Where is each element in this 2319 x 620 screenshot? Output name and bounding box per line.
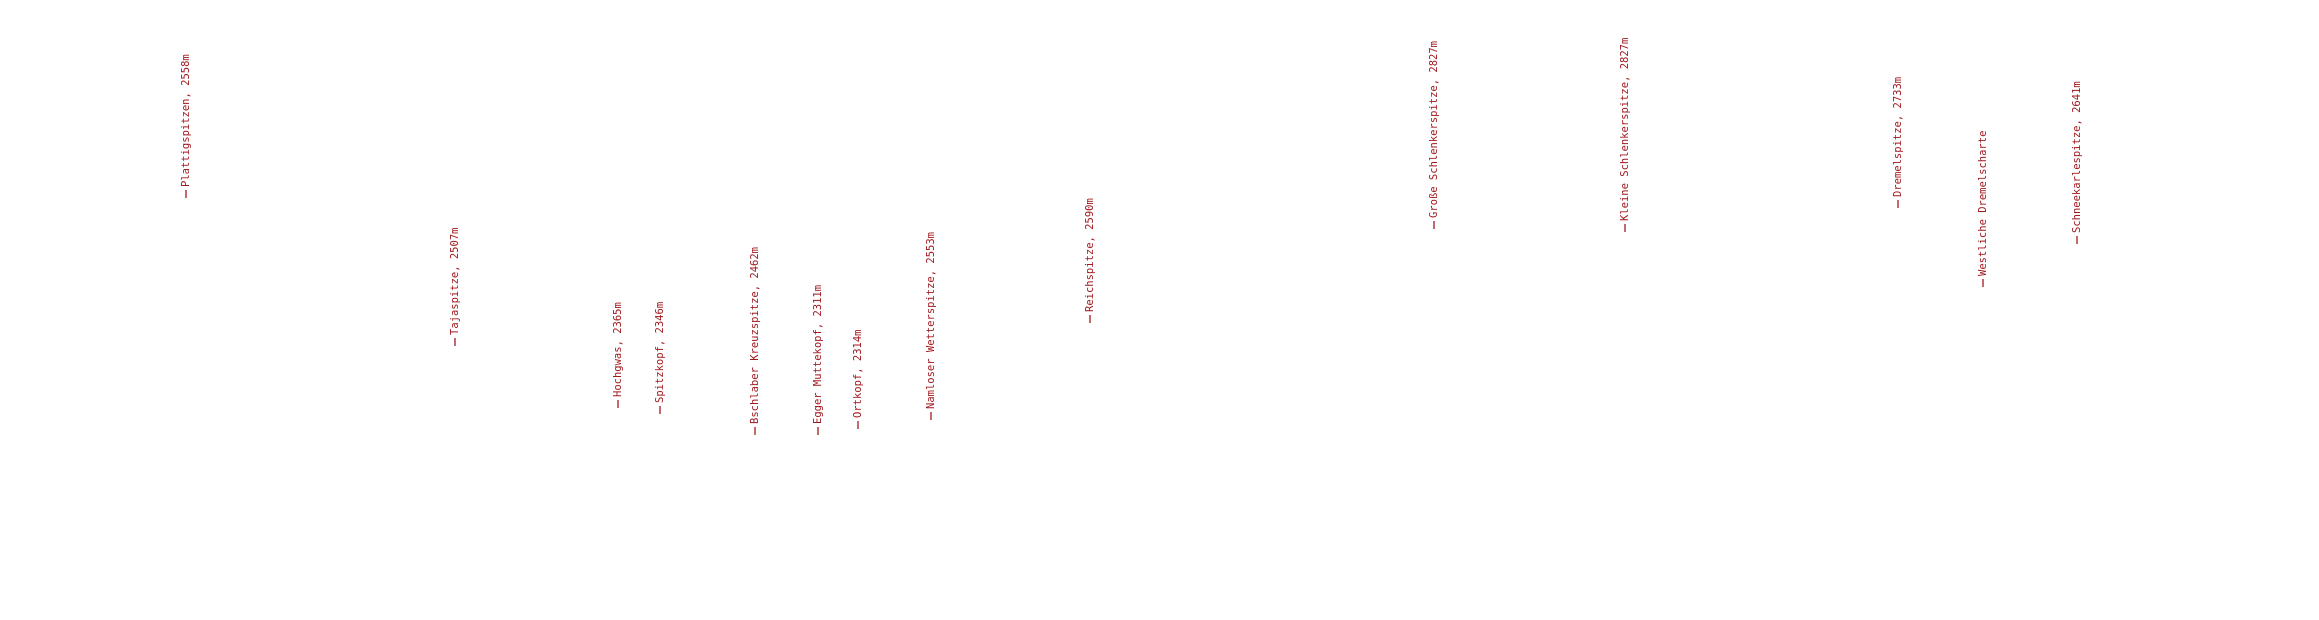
peak-label: Kleine Schlenkerspitze, 2827m bbox=[1619, 38, 1631, 221]
peak-label: Große Schlenkerspitze, 2827m bbox=[1428, 41, 1440, 218]
peak-label: Schneekarlespitze, 2641m bbox=[2071, 81, 2083, 233]
peak-label: Westliche Dremelscharte bbox=[1977, 131, 1989, 276]
peak-label: Namloser Wetterspitze, 2553m bbox=[925, 232, 937, 409]
peak-label: Egger Muttekopf, 2311m bbox=[812, 285, 824, 424]
peak-label: Tajaspitze, 2507m bbox=[449, 228, 461, 335]
peak-label: Bschlaber Kreuzspitze, 2462m bbox=[749, 247, 761, 424]
peak-label: Plattigspitzen, 2558m bbox=[180, 54, 192, 187]
peak-label: Ortkopf, 2314m bbox=[852, 329, 864, 418]
peak-label: Spitzkopf, 2346m bbox=[654, 302, 666, 403]
peak-label: Dremelspitze, 2733m bbox=[1892, 77, 1904, 197]
peak-label: Hochgwas, 2365m bbox=[612, 302, 624, 397]
peak-label: Reichspitze, 2590m bbox=[1084, 198, 1096, 312]
